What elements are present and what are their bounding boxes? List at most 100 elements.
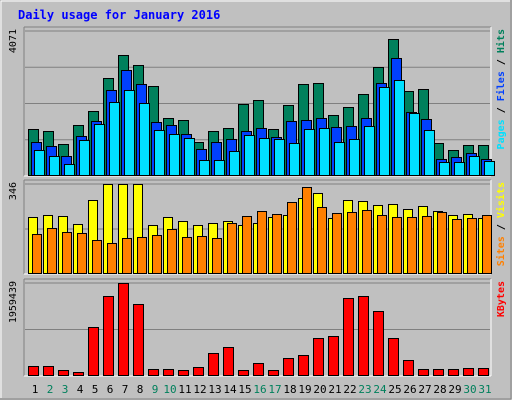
legend-part: / bbox=[496, 101, 507, 119]
bar-pages-day-20 bbox=[319, 128, 330, 176]
legend-part: / bbox=[496, 218, 507, 236]
day-label-8: 8 bbox=[137, 383, 144, 396]
bar-pages-day-8 bbox=[139, 103, 150, 176]
bar-kbytes-day-15 bbox=[238, 370, 249, 376]
bar-kbytes-day-1 bbox=[28, 366, 39, 376]
day-label-24: 24 bbox=[373, 383, 387, 396]
bar-kbytes-day-5 bbox=[88, 327, 99, 376]
chart-title: Daily usage for January 2016 bbox=[18, 8, 220, 22]
bar-kbytes-day-31 bbox=[478, 368, 489, 376]
legend-part: / bbox=[496, 53, 507, 71]
max-value-label: 346 bbox=[8, 182, 19, 200]
bar-pages-day-29 bbox=[454, 162, 465, 176]
bar-sites-day-1 bbox=[32, 234, 42, 274]
legend-part: Hits bbox=[495, 29, 507, 53]
bar-sites-day-20 bbox=[317, 207, 327, 274]
chart-panels: 4071 Pages / Files / Hits 346 Sites / Visit… bbox=[8, 26, 507, 377]
day-label-3: 3 bbox=[62, 383, 69, 396]
day-label-25: 25 bbox=[388, 383, 401, 396]
bar-sites-day-25 bbox=[392, 217, 402, 274]
bar-sites-day-9 bbox=[152, 235, 162, 274]
bar-sites-day-24 bbox=[377, 215, 387, 274]
bar-pages-day-31 bbox=[484, 161, 495, 176]
bar-kbytes-day-28 bbox=[433, 369, 444, 376]
bar-sites-day-17 bbox=[272, 214, 282, 274]
series-kbytes bbox=[28, 283, 489, 376]
bar-kbytes-day-18 bbox=[283, 358, 294, 376]
bar-pages-day-13 bbox=[214, 160, 225, 176]
bar-pages-day-3 bbox=[64, 164, 75, 176]
bar-kbytes-day-4 bbox=[73, 372, 84, 376]
bar-pages-day-4 bbox=[79, 140, 90, 176]
day-label-28: 28 bbox=[433, 383, 446, 396]
bar-pages-day-28 bbox=[439, 162, 450, 176]
bar-sites-day-31 bbox=[482, 215, 492, 274]
day-label-10: 10 bbox=[163, 383, 176, 396]
bar-pages-day-19 bbox=[304, 129, 315, 176]
bar-sites-day-3 bbox=[62, 232, 72, 274]
bar-kbytes-day-2 bbox=[43, 366, 54, 376]
bar-sites-day-12 bbox=[197, 236, 207, 274]
bar-kbytes-day-10 bbox=[163, 369, 174, 376]
day-label-1: 1 bbox=[32, 383, 39, 396]
bar-sites-day-10 bbox=[167, 229, 177, 274]
bar-sites-day-6 bbox=[107, 243, 117, 274]
bar-sites-day-14 bbox=[227, 223, 237, 274]
bar-kbytes-day-23 bbox=[358, 296, 369, 376]
legend-part: Files bbox=[495, 71, 507, 101]
bar-kbytes-day-17 bbox=[268, 370, 279, 376]
bar-pages-day-22 bbox=[349, 139, 360, 176]
bar-kbytes-day-11 bbox=[178, 370, 189, 376]
series-legend-label: Pages / Files / Hits bbox=[495, 29, 507, 149]
max-value-label: 4071 bbox=[8, 29, 19, 53]
day-label-19: 19 bbox=[298, 383, 311, 396]
panel-kbytes: 1959439 KBytes bbox=[8, 278, 507, 377]
bar-sites-day-19 bbox=[302, 187, 312, 274]
series-legend-label: Sites / Visits bbox=[495, 182, 507, 266]
day-label-6: 6 bbox=[107, 383, 114, 396]
bar-pages-day-21 bbox=[334, 142, 345, 176]
bar-pages-day-24 bbox=[379, 87, 390, 176]
series-legend-label: KBytes bbox=[496, 281, 507, 317]
day-label-12: 12 bbox=[193, 383, 206, 396]
day-label-30: 30 bbox=[463, 383, 476, 396]
bar-sites-day-28 bbox=[437, 212, 447, 274]
day-label-15: 15 bbox=[238, 383, 251, 396]
bar-kbytes-day-13 bbox=[208, 353, 219, 376]
bar-kbytes-day-12 bbox=[193, 367, 204, 376]
day-label-2: 2 bbox=[47, 383, 54, 396]
bar-pages-day-5 bbox=[94, 124, 105, 176]
day-label-16: 16 bbox=[253, 383, 266, 396]
bar-kbytes-day-20 bbox=[313, 338, 324, 376]
legend-part: Pages bbox=[496, 119, 507, 149]
bar-pages-day-11 bbox=[184, 138, 195, 176]
bar-kbytes-day-27 bbox=[418, 369, 429, 376]
bar-pages-day-27 bbox=[424, 130, 435, 176]
bar-pages-day-17 bbox=[274, 139, 285, 176]
bar-kbytes-day-24 bbox=[373, 311, 384, 376]
bar-sites-day-2 bbox=[47, 228, 57, 274]
plot-area bbox=[24, 279, 491, 376]
bar-sites-day-29 bbox=[452, 219, 462, 274]
bar-kbytes-day-21 bbox=[328, 336, 339, 376]
bar-pages-day-15 bbox=[244, 135, 255, 176]
day-label-17: 17 bbox=[268, 383, 281, 396]
bar-sites-day-5 bbox=[92, 240, 102, 274]
bar-sites-day-16 bbox=[257, 211, 267, 274]
legend-part: Visits bbox=[495, 182, 507, 218]
day-label-26: 26 bbox=[403, 383, 416, 396]
bar-sites-day-4 bbox=[77, 233, 87, 274]
panel-visits-sites: 346 Sites / Visits bbox=[8, 179, 507, 275]
bar-sites-day-15 bbox=[242, 216, 252, 274]
bar-kbytes-day-16 bbox=[253, 363, 264, 376]
bar-sites-day-21 bbox=[332, 213, 342, 274]
bar-kbytes-day-30 bbox=[463, 368, 474, 376]
day-label-5: 5 bbox=[92, 383, 99, 396]
series-sites bbox=[32, 187, 492, 274]
bar-pages-day-30 bbox=[469, 156, 480, 176]
bar-kbytes-day-19 bbox=[298, 355, 309, 376]
bar-pages-day-18 bbox=[289, 143, 300, 176]
bar-pages-day-26 bbox=[409, 113, 420, 176]
